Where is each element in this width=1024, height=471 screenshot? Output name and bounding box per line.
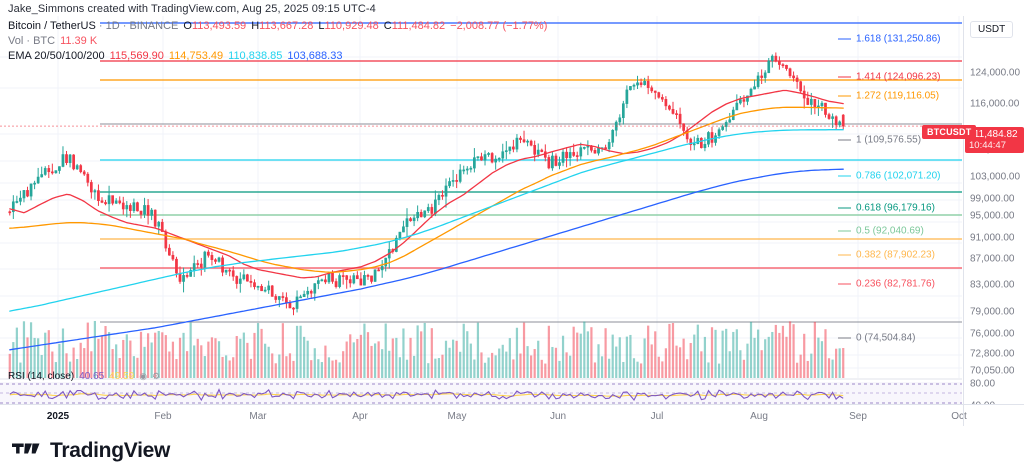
rsi-legend[interactable]: RSI (14, close) 40.65 49.59 ◉ ⚙ xyxy=(8,371,160,382)
eye-icon[interactable]: ◉ xyxy=(139,371,148,381)
legend-volume-row[interactable]: Vol · BTC 11.39 K xyxy=(8,35,547,48)
legend-symbol[interactable]: Bitcoin / TetherUS xyxy=(8,20,96,32)
time-axis-tick: Aug xyxy=(750,411,768,422)
fib-level-dash-icon xyxy=(838,175,851,177)
time-axis-tick: 2025 xyxy=(46,411,70,422)
fib-level-text: 1.414 (124,096.23) xyxy=(856,71,941,83)
price-axis-tick: 87,000.00 xyxy=(970,253,1015,265)
legend-high-value: 113,667.28 xyxy=(259,20,314,32)
legend-symbol-row[interactable]: Bitcoin / TetherUS · 1D · BINANCE O113,49… xyxy=(8,20,548,32)
fib-level-text: 0.618 (96,179.16) xyxy=(856,202,935,214)
price-axis[interactable]: USDT 124,000.00116,000.00108,000.00103,0… xyxy=(963,16,1024,412)
fib-level-text: 1 (109,576.55) xyxy=(856,134,922,146)
fib-level-dash-icon xyxy=(838,337,851,339)
fib-level-dash-icon xyxy=(838,139,851,141)
rsi-legend-value: 40.65 xyxy=(79,371,105,382)
legend-high-label: H xyxy=(251,20,260,32)
chart-svg xyxy=(0,16,962,404)
time-axis-tick: Jun xyxy=(549,411,567,422)
legend-ema100-value: 110,838.85 xyxy=(228,50,283,62)
fib-level-label: 0.786 (102,071.20) xyxy=(838,171,941,182)
price-axis-tick: 103,000.00 xyxy=(970,171,1021,183)
fib-level-dash-icon xyxy=(838,95,851,97)
fib-level-dash-icon xyxy=(838,207,851,209)
price-axis-tick: 72,800.00 xyxy=(970,348,1015,360)
rsi-legend-name: RSI (14, close) xyxy=(8,371,75,382)
price-axis-tick: 95,000.00 xyxy=(970,210,1015,222)
legend-change: −2,008.77 (−1.77%) xyxy=(450,20,548,32)
chart-canvas[interactable] xyxy=(0,16,962,404)
legend-ema50-value: 114,753.49 xyxy=(168,50,224,62)
price-axis-tick: 99,000.00 xyxy=(970,193,1015,205)
legend-interval[interactable]: 1D xyxy=(105,20,120,32)
price-axis-tick: 91,000.00 xyxy=(970,232,1015,244)
fib-level-dash-icon xyxy=(838,254,851,256)
fib-level-text: 1.272 (119,116.05) xyxy=(856,90,940,102)
fib-level-label: 1 (109,576.55) xyxy=(838,135,921,146)
tradingview-wordmark: TradingView xyxy=(50,439,171,462)
price-axis-tick: 124,000.00 xyxy=(970,67,1021,79)
time-axis[interactable]: 2025 Feb Mar Apr May Jun Jul Aug Sep Oct xyxy=(0,404,1024,427)
fib-level-label: 0 (74,504.84) xyxy=(838,333,916,344)
fib-level-label: 0.618 (96,179.16) xyxy=(838,203,935,214)
time-axis-tick: Sep xyxy=(849,411,867,422)
price-axis-tick: 70,050.00 xyxy=(970,365,1015,377)
fib-level-dash-icon xyxy=(838,283,851,285)
fib-level-text: 0.786 (102,071.20) xyxy=(856,170,941,182)
tradingview-logo[interactable]: TradingView xyxy=(12,439,170,463)
time-axis-tick: Oct xyxy=(951,411,967,422)
price-axis-tick: 79,000.00 xyxy=(970,306,1015,318)
legend-open-label: O xyxy=(183,20,192,32)
fib-level-label: 0.382 (87,902.23) xyxy=(838,250,935,261)
fib-level-dash-icon xyxy=(838,76,851,78)
legend-volume-label: Vol · BTC xyxy=(8,35,56,47)
fib-level-text: 1.618 (131,250.86) xyxy=(856,33,941,45)
price-axis-tick: 83,000.00 xyxy=(970,279,1015,291)
rsi-legend-ma-value: 49.59 xyxy=(109,371,135,382)
symbol-tag: BTCUSDT xyxy=(922,125,977,139)
attribution-text: Jake_Simmons created with TradingView.co… xyxy=(8,3,376,15)
fib-level-text: 0.236 (82,781.76) xyxy=(856,278,935,290)
fib-level-dash-icon xyxy=(838,38,851,40)
time-axis-tick: Jul xyxy=(650,411,664,422)
fib-level-text: 0.382 (87,902.23) xyxy=(856,249,935,261)
settings-icon[interactable]: ⚙ xyxy=(152,371,161,381)
tradingview-mark-icon xyxy=(12,443,40,454)
fib-level-label: 0.236 (82,781.76) xyxy=(838,279,935,290)
axis-corner xyxy=(963,405,1024,427)
fib-level-text: 0.5 (92,040.69) xyxy=(856,225,924,237)
time-axis-tick: Feb xyxy=(154,411,172,422)
price-axis-tick: 76,000.00 xyxy=(970,328,1015,340)
legend-ema-label: EMA 20/50/100/200 xyxy=(8,50,105,62)
legend-close-value: 111,484.82 xyxy=(391,20,446,32)
legend-ema200-value: 103,688.33 xyxy=(287,50,343,62)
legend-low-value: 110,929.48 xyxy=(324,20,379,32)
price-axis-tick: 80.00 xyxy=(970,378,996,390)
chart-legend: Bitcoin / TetherUS · 1D · BINANCE O113,49… xyxy=(8,20,547,65)
legend-low-label: L xyxy=(318,20,325,32)
price-axis-tick: 116,000.00 xyxy=(970,98,1020,110)
time-axis-tick: Mar xyxy=(249,411,267,422)
legend-open-value: 113,493.59 xyxy=(191,20,247,32)
fib-level-label: 0.5 (92,040.69) xyxy=(838,226,924,237)
fib-level-label: 1.618 (131,250.86) xyxy=(838,34,941,45)
price-axis-unit: USDT xyxy=(970,21,1014,38)
fib-level-label: 1.272 (119,116.05) xyxy=(838,91,939,102)
time-axis-tick: Apr xyxy=(352,411,368,422)
footer: TradingView xyxy=(0,426,1024,471)
bar-countdown: 10:44:47 xyxy=(969,140,1006,151)
fib-level-text: 0 (74,504.84) xyxy=(856,332,916,344)
time-axis-tick: May xyxy=(447,411,467,422)
legend-ema20-value: 115,569.90 xyxy=(109,50,164,62)
legend-ema-row[interactable]: EMA 20/50/100/200 115,569.90 114,753.49 110… xyxy=(8,50,547,63)
legend-exchange: BINANCE xyxy=(129,20,179,32)
legend-close-label: C xyxy=(383,20,392,32)
current-price-value: 111,484.82 xyxy=(969,129,1018,140)
legend-volume-value: 11.39 K xyxy=(60,35,98,47)
fib-level-label: 1.414 (124,096.23) xyxy=(838,72,941,83)
fib-level-dash-icon xyxy=(838,230,851,232)
